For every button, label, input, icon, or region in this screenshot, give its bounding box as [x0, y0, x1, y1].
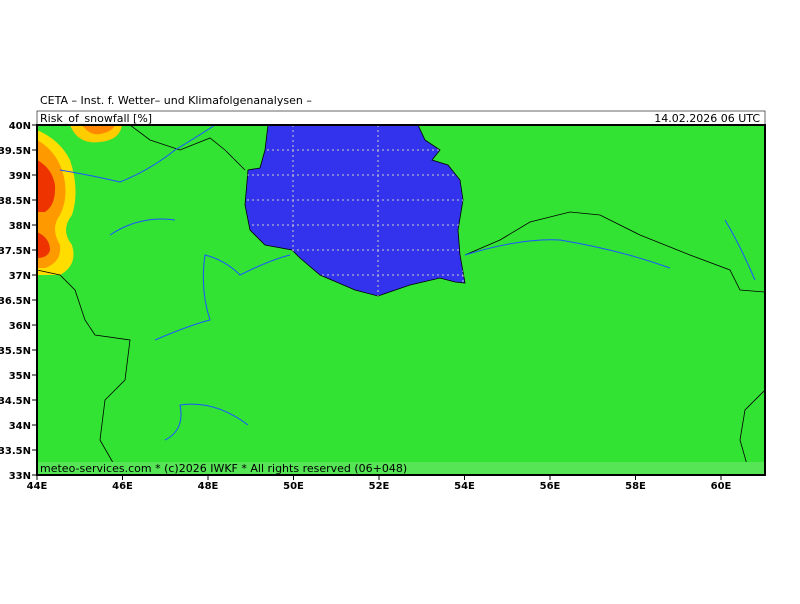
- borders: [37, 125, 765, 475]
- lon-label: 46E: [112, 481, 133, 492]
- lat-label: 36.5N: [0, 296, 31, 307]
- lon-label: 56E: [540, 481, 561, 492]
- lat-label: 36N: [9, 321, 31, 332]
- valid-time: 14.02.2026 06 UTC: [654, 112, 760, 125]
- lat-label: 39N: [9, 171, 31, 182]
- lat-label: 39.5N: [0, 146, 31, 157]
- map-area: meteo-services.com * (c)2026 IWKF * All …: [37, 125, 765, 475]
- footer-band: [37, 462, 765, 475]
- lat-label: 35.5N: [0, 346, 31, 357]
- lat-label: 33.5N: [0, 446, 31, 457]
- lon-label: 44E: [27, 481, 48, 492]
- lon-label: 48E: [198, 481, 219, 492]
- snow-risk-mid: [82, 125, 115, 135]
- footer-credit: meteo-services.com * (c)2026 IWKF * All …: [40, 462, 407, 475]
- lon-label: 50E: [283, 481, 304, 492]
- lat-label: 35N: [9, 371, 31, 382]
- lat-label: 38N: [9, 221, 31, 232]
- lat-label: 37N: [9, 271, 31, 282]
- lon-label: 52E: [369, 481, 390, 492]
- field-label: Risk_of_snowfall [%]: [40, 112, 152, 125]
- header-title: CETA – Inst. f. Wetter– und Klimafolgena…: [40, 94, 312, 107]
- lat-label: 34N: [9, 421, 31, 432]
- lat-label: 37.5N: [0, 246, 31, 257]
- lon-label: 58E: [625, 481, 646, 492]
- lon-label: 60E: [711, 481, 732, 492]
- lat-label: 33N: [9, 471, 31, 482]
- snow-risk-high: [37, 160, 56, 258]
- lat-label: 40N: [9, 121, 31, 132]
- axes: 40N 39.5N 39N 38.5N 38N 37.5N 37N 36.5N 36N 35.5N…: [0, 121, 732, 492]
- rivers: [59, 125, 756, 441]
- lat-label: 34.5N: [0, 396, 31, 407]
- lat-label: 38.5N: [0, 196, 31, 207]
- lon-label: 54E: [454, 481, 475, 492]
